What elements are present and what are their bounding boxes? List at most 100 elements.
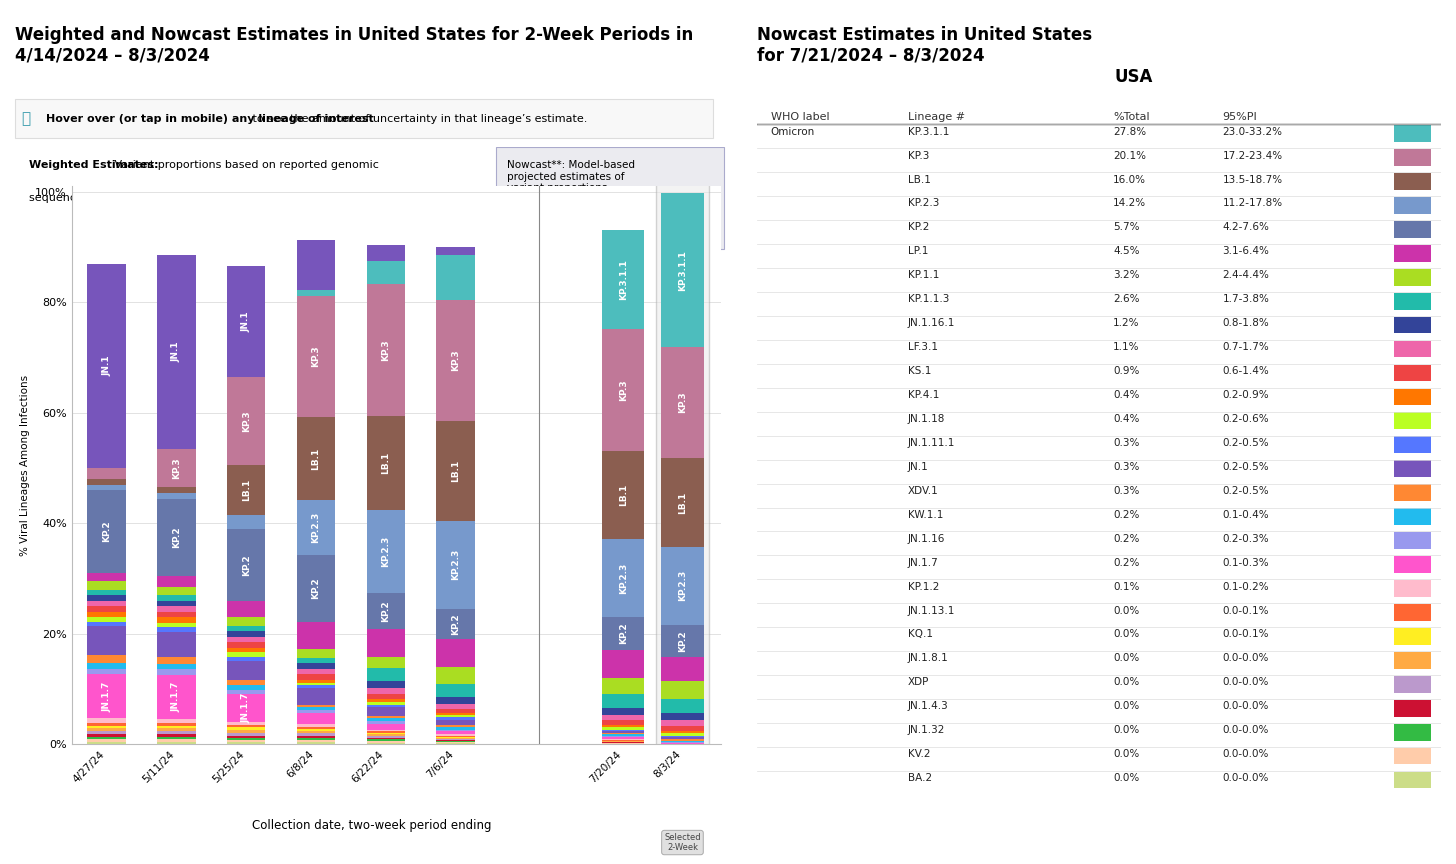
Bar bbox=[1393, 485, 1431, 501]
Text: JN.1.7: JN.1.7 bbox=[172, 682, 181, 712]
Text: KP.2: KP.2 bbox=[172, 526, 181, 548]
Bar bbox=[1393, 652, 1431, 669]
Text: KP.3: KP.3 bbox=[678, 391, 687, 414]
Bar bbox=[297, 740, 335, 742]
Text: sequencing results: sequencing results bbox=[29, 193, 134, 203]
Text: Collection date, two-week period ending: Collection date, two-week period ending bbox=[252, 819, 491, 832]
Bar bbox=[601, 733, 644, 734]
Bar bbox=[601, 694, 644, 708]
Bar bbox=[87, 468, 125, 480]
Bar bbox=[601, 720, 644, 725]
Bar bbox=[1393, 221, 1431, 238]
Text: LB.1: LB.1 bbox=[451, 460, 460, 482]
Bar bbox=[1393, 724, 1431, 740]
Bar bbox=[661, 720, 703, 726]
Bar bbox=[367, 740, 405, 741]
Bar bbox=[227, 727, 265, 730]
Bar bbox=[297, 683, 335, 685]
Bar bbox=[1393, 556, 1431, 573]
Bar bbox=[87, 607, 125, 612]
Bar bbox=[157, 731, 195, 734]
Bar bbox=[227, 515, 265, 529]
Bar bbox=[87, 595, 125, 600]
Text: KP.2: KP.2 bbox=[619, 623, 628, 645]
Bar bbox=[297, 240, 335, 290]
Bar bbox=[157, 595, 195, 600]
Bar bbox=[297, 295, 335, 417]
Text: %Total: %Total bbox=[1112, 112, 1150, 123]
Bar bbox=[157, 726, 195, 728]
Text: 23.0-33.2%: 23.0-33.2% bbox=[1223, 127, 1283, 137]
Text: 0.0%: 0.0% bbox=[1112, 606, 1139, 615]
Bar bbox=[87, 264, 125, 468]
Bar bbox=[1393, 628, 1431, 645]
Bar bbox=[227, 740, 265, 742]
Bar bbox=[227, 642, 265, 648]
Text: 0.1-0.4%: 0.1-0.4% bbox=[1223, 510, 1270, 520]
Text: Hover over (or tap in mobile) any lineage of interest: Hover over (or tap in mobile) any lineag… bbox=[47, 114, 374, 124]
Bar bbox=[367, 736, 405, 738]
Bar bbox=[367, 668, 405, 682]
Bar bbox=[367, 729, 405, 731]
Bar bbox=[661, 347, 703, 458]
Text: LB.1: LB.1 bbox=[381, 452, 390, 474]
Bar bbox=[157, 499, 195, 576]
Bar bbox=[1393, 604, 1431, 621]
Bar bbox=[157, 612, 195, 617]
Bar bbox=[297, 417, 335, 500]
Bar bbox=[227, 600, 265, 617]
FancyBboxPatch shape bbox=[496, 147, 725, 249]
Bar bbox=[661, 740, 703, 741]
Bar bbox=[227, 529, 265, 600]
Bar bbox=[437, 738, 475, 739]
Bar bbox=[437, 735, 475, 737]
Bar bbox=[661, 714, 703, 720]
Bar bbox=[87, 617, 125, 622]
Text: KP.3: KP.3 bbox=[907, 150, 929, 161]
Bar bbox=[367, 657, 405, 668]
Bar bbox=[1393, 412, 1431, 429]
Text: 0.2%: 0.2% bbox=[1112, 557, 1140, 568]
Text: 0.0-0.0%: 0.0-0.0% bbox=[1223, 725, 1268, 735]
Bar bbox=[157, 728, 195, 731]
Bar bbox=[437, 743, 475, 745]
Text: KP.2: KP.2 bbox=[451, 613, 460, 635]
Bar bbox=[1393, 365, 1431, 381]
Text: KP.3.1.1: KP.3.1.1 bbox=[678, 250, 687, 290]
Bar bbox=[227, 694, 265, 721]
Text: KW.1.1: KW.1.1 bbox=[907, 510, 943, 520]
Text: Lineage #: Lineage # bbox=[907, 112, 965, 123]
Text: 0.2-0.6%: 0.2-0.6% bbox=[1223, 414, 1270, 424]
Bar bbox=[367, 734, 405, 736]
Text: 0.3%: 0.3% bbox=[1112, 486, 1140, 496]
Bar bbox=[661, 699, 703, 714]
Bar bbox=[87, 669, 125, 674]
Bar bbox=[297, 708, 335, 710]
Text: 1.7-3.8%: 1.7-3.8% bbox=[1223, 295, 1270, 304]
Text: 0.0%: 0.0% bbox=[1112, 725, 1139, 735]
Bar bbox=[367, 738, 405, 740]
Bar bbox=[297, 731, 335, 734]
Text: JN.1: JN.1 bbox=[907, 462, 929, 472]
Bar bbox=[227, 721, 265, 725]
Bar bbox=[601, 735, 644, 737]
Text: 5.7%: 5.7% bbox=[1112, 222, 1140, 232]
Text: KQ.1: KQ.1 bbox=[907, 630, 933, 639]
Bar bbox=[661, 735, 703, 737]
Bar bbox=[367, 262, 405, 283]
Bar bbox=[661, 739, 703, 740]
Text: JN.1.11.1: JN.1.11.1 bbox=[907, 438, 955, 448]
Text: 20.1%: 20.1% bbox=[1112, 150, 1146, 161]
Bar bbox=[87, 655, 125, 664]
Bar bbox=[157, 623, 195, 627]
Text: LF.3.1: LF.3.1 bbox=[907, 342, 938, 353]
Bar bbox=[367, 699, 405, 702]
Bar bbox=[367, 743, 405, 745]
Text: 0.0-0.0%: 0.0-0.0% bbox=[1223, 749, 1268, 759]
Text: KP.3: KP.3 bbox=[312, 346, 320, 367]
Bar bbox=[437, 727, 475, 729]
Bar bbox=[297, 729, 335, 731]
Bar bbox=[601, 708, 644, 715]
Bar bbox=[601, 650, 644, 677]
Text: KP.3.1.1: KP.3.1.1 bbox=[907, 127, 949, 137]
